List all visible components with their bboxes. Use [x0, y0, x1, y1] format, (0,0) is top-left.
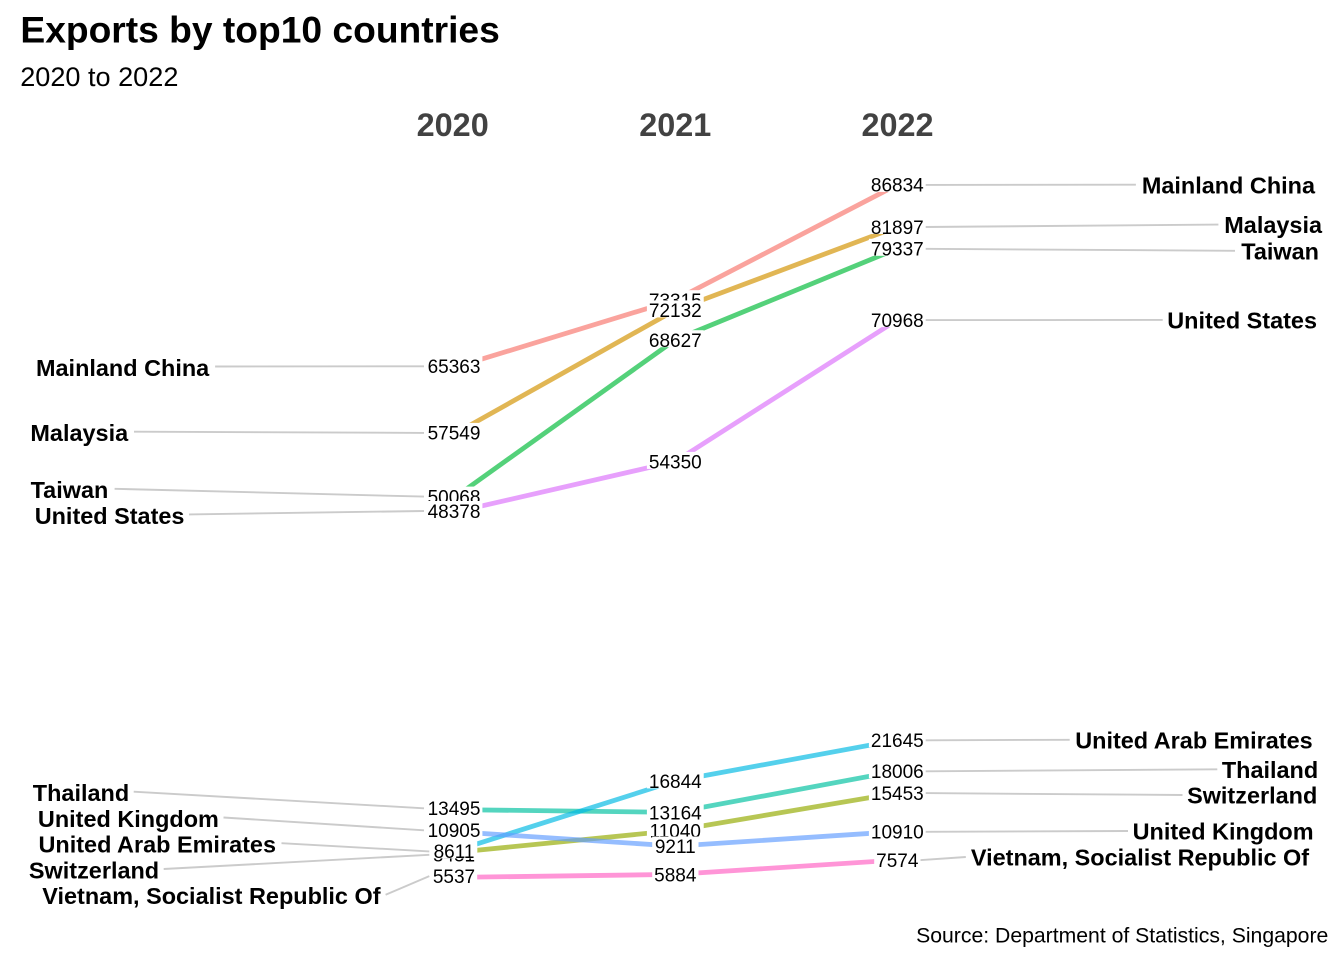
svg-text:Taiwan: Taiwan [1241, 238, 1319, 264]
svg-text:United Arab Emirates: United Arab Emirates [39, 832, 276, 858]
svg-text:Switzerland: Switzerland [29, 857, 159, 883]
svg-text:21645: 21645 [871, 731, 924, 752]
svg-text:7574: 7574 [876, 851, 919, 872]
svg-text:Thailand: Thailand [33, 780, 129, 806]
svg-text:United States: United States [1167, 308, 1317, 334]
svg-text:5537: 5537 [433, 867, 475, 888]
svg-text:2022: 2022 [861, 107, 933, 143]
svg-text:United Kingdom: United Kingdom [1133, 819, 1314, 845]
svg-text:Malaysia: Malaysia [30, 420, 129, 446]
svg-text:16844: 16844 [649, 772, 702, 793]
svg-text:54350: 54350 [649, 453, 702, 474]
svg-text:Thailand: Thailand [1222, 757, 1318, 783]
svg-text:2021: 2021 [639, 107, 711, 143]
svg-text:United Kingdom: United Kingdom [38, 806, 219, 832]
svg-text:15453: 15453 [871, 784, 924, 805]
svg-text:United Arab Emirates: United Arab Emirates [1075, 727, 1312, 753]
svg-text:8611: 8611 [434, 842, 475, 863]
svg-text:Malaysia: Malaysia [1224, 212, 1323, 238]
svg-text:81897: 81897 [871, 218, 924, 239]
svg-text:13495: 13495 [428, 799, 481, 820]
svg-text:Switzerland: Switzerland [1187, 783, 1317, 809]
svg-text:Vietnam, Socialist Republic Of: Vietnam, Socialist Republic Of [42, 883, 380, 909]
svg-text:79337: 79337 [871, 240, 924, 261]
svg-text:10910: 10910 [871, 823, 924, 844]
svg-text:13164: 13164 [649, 804, 702, 825]
svg-text:Taiwan: Taiwan [31, 477, 109, 503]
svg-text:Exports by top10 countries: Exports by top10 countries [20, 9, 499, 51]
svg-text:United States: United States [35, 503, 185, 529]
svg-text:10905: 10905 [428, 821, 481, 842]
svg-text:9211: 9211 [655, 837, 696, 858]
svg-text:18006: 18006 [871, 762, 924, 783]
svg-text:72132: 72132 [649, 301, 702, 322]
svg-text:68627: 68627 [649, 331, 702, 352]
svg-text:Source: Department of Statisti: Source: Department of Statistics, Singap… [916, 924, 1328, 947]
svg-text:Mainland China: Mainland China [1142, 172, 1316, 198]
svg-text:Mainland China: Mainland China [36, 355, 210, 381]
svg-text:57549: 57549 [428, 424, 481, 445]
svg-text:2020: 2020 [417, 107, 489, 143]
svg-text:2020 to 2022: 2020 to 2022 [20, 61, 178, 92]
svg-text:48378: 48378 [428, 502, 481, 523]
svg-text:65363: 65363 [428, 357, 481, 378]
svg-text:5884: 5884 [654, 866, 697, 887]
svg-text:86834: 86834 [871, 176, 924, 197]
svg-text:70968: 70968 [871, 311, 924, 332]
svg-text:Vietnam, Socialist Republic Of: Vietnam, Socialist Republic Of [971, 845, 1309, 871]
